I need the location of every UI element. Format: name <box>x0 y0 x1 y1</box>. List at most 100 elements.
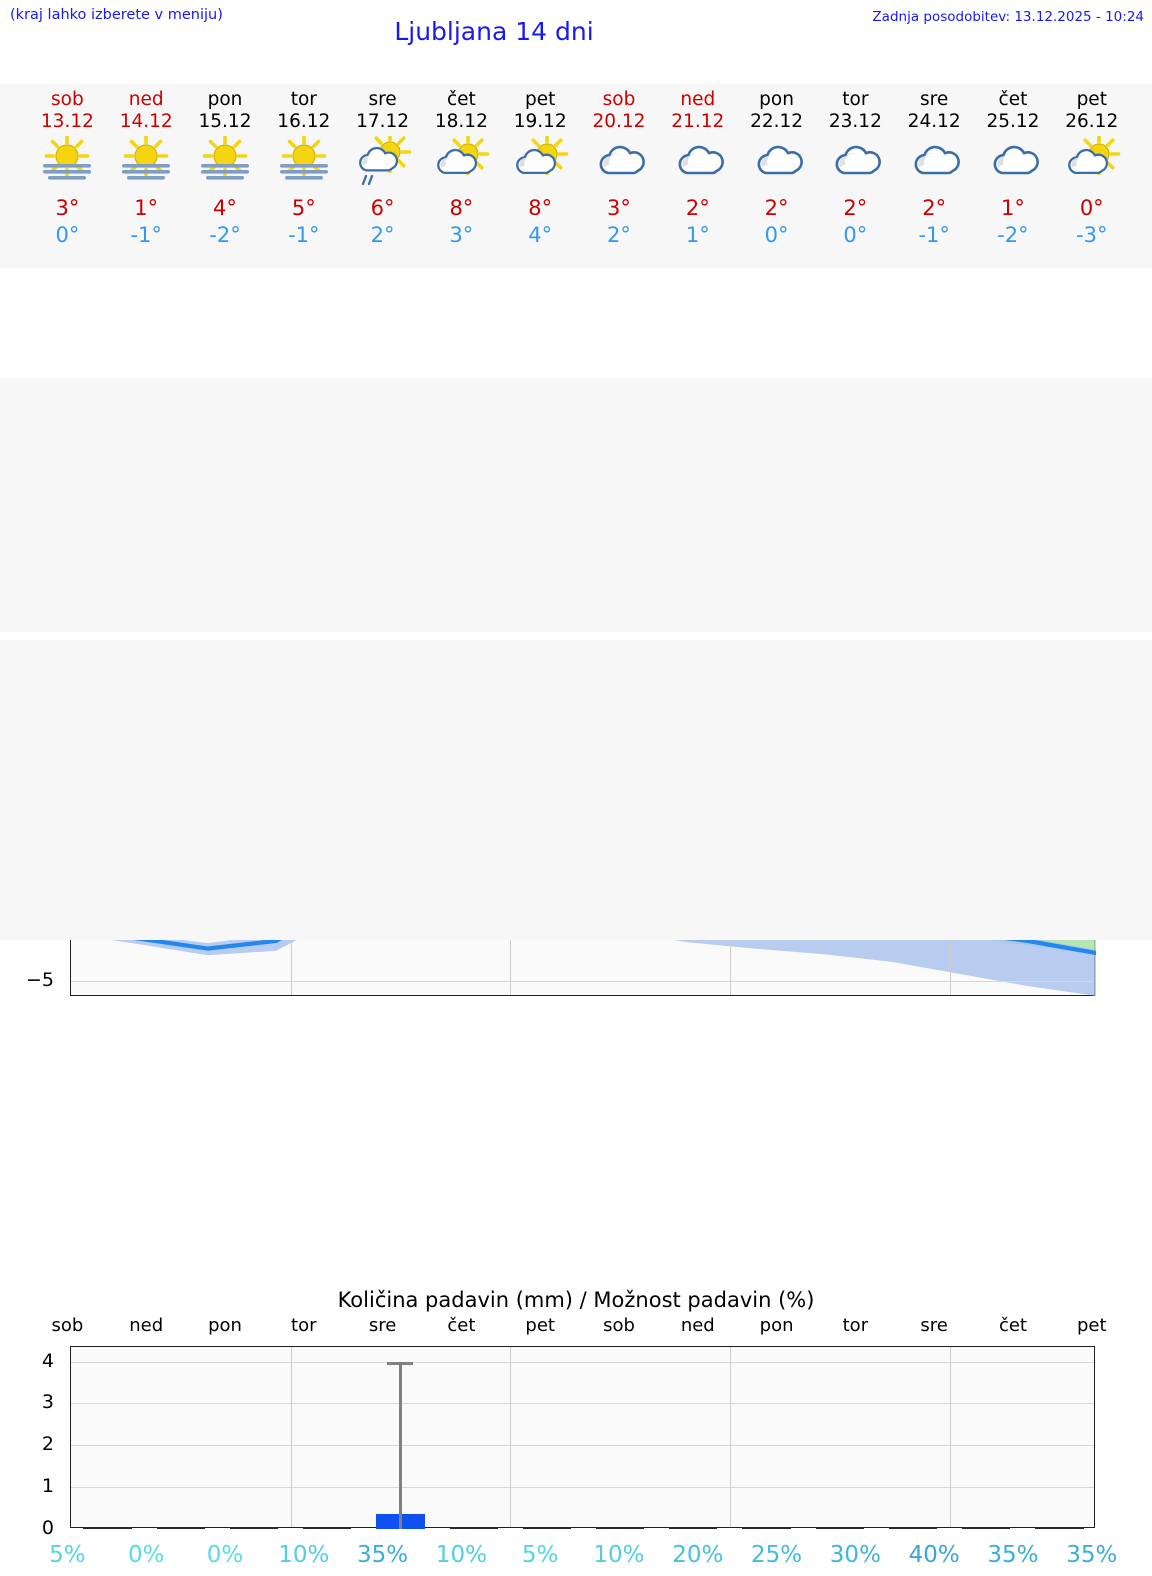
page-header: (kraj lahko izberete v meniju) Ljubljana… <box>0 0 1152 60</box>
day-name: sob <box>602 89 636 110</box>
day-max-temp: 3° <box>607 196 631 220</box>
precipitation-bar[interactable] <box>522 1526 572 1529</box>
day-date: 13.12 <box>40 111 94 132</box>
day-min-temp: 3° <box>449 223 474 247</box>
day-date: 14.12 <box>119 111 173 132</box>
day-min-temp: -1° <box>288 223 320 247</box>
day-max-temp: 1° <box>134 196 159 220</box>
precipitation-bar[interactable] <box>1035 1526 1084 1529</box>
day-name: ned <box>128 89 164 110</box>
precipitation-bar[interactable] <box>156 1526 205 1529</box>
menu-note: (kraj lahko izberete v meniju) <box>10 7 223 23</box>
precipitation-bar[interactable] <box>669 1526 718 1529</box>
day-column-18.12[interactable]: čet 18.12 8° 3° <box>422 84 501 268</box>
precipitation-day-label: sre <box>920 1315 948 1336</box>
day-max-temp: 3° <box>55 196 80 220</box>
day-column-24.12[interactable]: sre 24.12 2° -1° <box>895 84 974 268</box>
day-date: 20.12 <box>592 111 646 132</box>
day-column-13.12[interactable]: sob 13.12 3° 0° <box>28 84 107 268</box>
precipitation-probability-label: 35% <box>357 1542 409 1568</box>
day-max-temp: 2° <box>685 196 710 220</box>
day-date: 24.12 <box>907 111 961 132</box>
precipitation-bar[interactable] <box>595 1526 645 1529</box>
day-date: 26.12 <box>1065 111 1119 132</box>
day-date: 18.12 <box>434 111 488 132</box>
sun-cloud-icon <box>1052 136 1131 192</box>
precipitation-y-tick: 3 <box>41 1391 54 1414</box>
precipitation-probability-label: 10% <box>593 1542 645 1568</box>
day-column-17.12[interactable]: sre 17.12 6° 2° <box>343 84 422 268</box>
last-update-label: Zadnja posodobitev: 13.12.2025 - 10:24 <box>872 9 1144 25</box>
precipitation-chart-title: Količina padavin (mm) / Možnost padavin … <box>337 1288 815 1312</box>
day-column-15.12[interactable]: pon 15.12 4° -2° <box>186 84 265 268</box>
day-max-temp: 0° <box>1079 196 1104 220</box>
day-min-temp: 4° <box>528 223 553 247</box>
precipitation-probability-label: 5% <box>49 1542 86 1568</box>
precipitation-day-label: pet <box>1076 1315 1107 1336</box>
precipitation-bar[interactable] <box>83 1526 132 1529</box>
day-max-temp: 8° <box>528 196 553 220</box>
page-title: Ljubljana 14 dni <box>394 17 594 46</box>
day-column-22.12[interactable]: pon 22.12 2° 0° <box>737 84 816 268</box>
day-name: tor <box>842 89 869 110</box>
day-column-14.12[interactable]: ned 14.12 1° -1° <box>107 84 186 268</box>
precipitation-gridline <box>71 1403 1094 1405</box>
precipitation-probability-label: 40% <box>908 1542 960 1568</box>
precipitation-probability-label: 10% <box>435 1542 487 1568</box>
sun-fog-icon <box>28 136 107 192</box>
day-column-20.12[interactable]: sob 20.12 3° 2° <box>580 84 659 268</box>
day-max-temp: 8° <box>449 196 474 220</box>
cloudy-icon <box>580 136 659 192</box>
precipitation-day-label: pon <box>759 1315 794 1336</box>
precipitation-bar[interactable] <box>449 1526 498 1529</box>
day-max-temp: 6° <box>370 196 395 220</box>
precipitation-day-label: sob <box>51 1315 84 1336</box>
precipitation-bar[interactable] <box>742 1526 791 1529</box>
precipitation-bar[interactable] <box>962 1526 1011 1529</box>
day-column-25.12[interactable]: čet 25.12 1° -2° <box>974 84 1053 268</box>
day-name: čet <box>998 89 1028 110</box>
precipitation-probability-labels: 5% 0% 0% 10% 35% 10% 5% 10% 20% 25% 30% 40% 35% 35% <box>0 1542 1152 1576</box>
precipitation-bar[interactable] <box>888 1526 938 1529</box>
day-name: pet <box>524 89 556 110</box>
day-min-temp: -2° <box>209 223 241 247</box>
day-date: 17.12 <box>356 111 410 132</box>
sun-cloud-icon <box>501 136 580 192</box>
day-column-23.12[interactable]: tor 23.12 2° 0° <box>816 84 895 268</box>
day-min-temp: 0° <box>55 223 80 247</box>
precipitation-y-axis: 0 1 2 3 4 <box>0 1346 64 1539</box>
precipitation-chart: Količina padavin (mm) / Možnost padavin … <box>0 640 1152 1568</box>
day-max-temp: 2° <box>843 196 868 220</box>
day-column-26.12[interactable]: pet 26.12 0° -3° <box>1052 84 1131 268</box>
precipitation-vertical-gridline <box>949 1347 951 1527</box>
cloudy-icon <box>895 136 974 192</box>
precipitation-bar[interactable] <box>303 1526 352 1529</box>
precipitation-bar[interactable] <box>229 1526 279 1529</box>
day-column-16.12[interactable]: tor 16.12 5° -1° <box>264 84 343 268</box>
temperature-y-tick: −5 <box>25 968 54 991</box>
precipitation-y-tick: 4 <box>41 1349 54 1372</box>
sun-fog-icon <box>264 136 343 192</box>
day-date: 22.12 <box>750 111 804 132</box>
sun-cloud-icon <box>422 136 501 192</box>
day-column-19.12[interactable]: pet 19.12 8° 4° <box>501 84 580 268</box>
precipitation-plot-area <box>70 1346 1095 1529</box>
precipitation-probability-label: 10% <box>278 1542 330 1568</box>
precipitation-gridline <box>71 1487 1094 1489</box>
precipitation-bar[interactable] <box>815 1526 864 1529</box>
day-max-temp: 4° <box>213 196 237 220</box>
day-min-temp: 0° <box>764 223 789 247</box>
day-column-21.12[interactable]: ned 21.12 2° 1° <box>658 84 737 268</box>
cloudy-icon <box>974 136 1053 192</box>
day-min-temp: 1° <box>685 223 710 247</box>
cloudy-icon <box>816 136 895 192</box>
day-min-temp: 2° <box>607 223 631 247</box>
day-date: 19.12 <box>513 111 567 132</box>
sun-fog-icon <box>186 136 265 192</box>
precipitation-y-tick: 2 <box>41 1433 54 1456</box>
day-name: sre <box>368 89 397 110</box>
day-min-temp: -1° <box>918 223 950 247</box>
sun-fog-icon <box>107 136 186 192</box>
precipitation-day-label: čet <box>998 1315 1027 1336</box>
precipitation-day-label: sob <box>603 1315 635 1336</box>
